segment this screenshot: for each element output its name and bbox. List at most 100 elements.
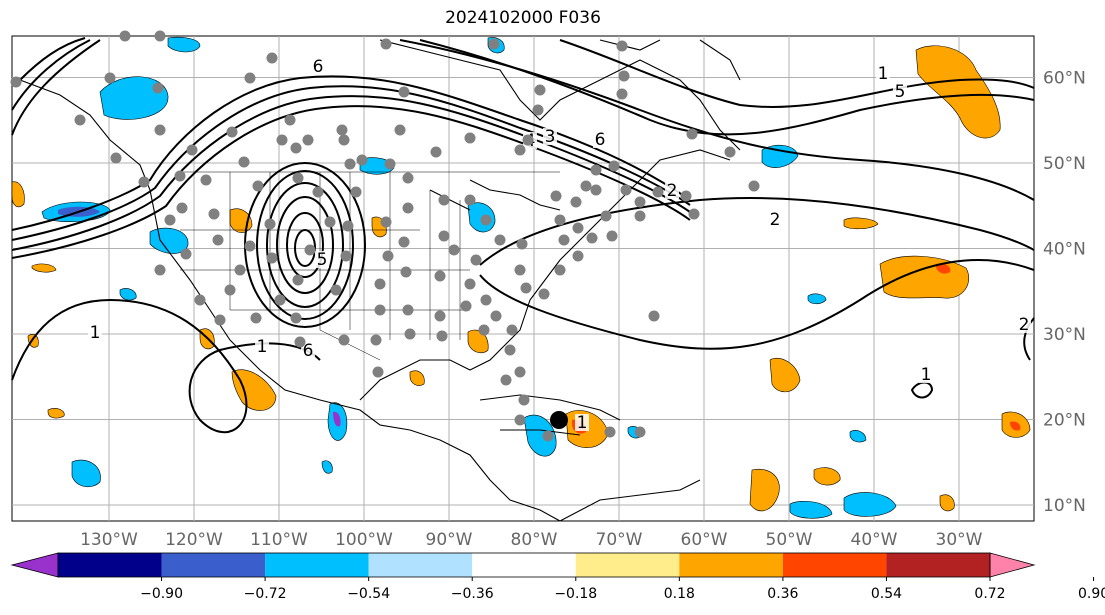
station-dot	[572, 222, 584, 234]
station-dot	[522, 134, 534, 146]
station-dot	[470, 254, 482, 266]
lat-tick-label: 20°N	[1043, 411, 1086, 431]
latitude-labels: 10°N 20°N 30°N 40°N 50°N 60°N	[1043, 69, 1086, 517]
anomaly-shading	[11, 36, 1031, 519]
lat-tick-label: 50°N	[1043, 154, 1086, 174]
station-dot	[620, 184, 632, 196]
station-dot	[572, 250, 584, 262]
station-dot	[338, 134, 350, 146]
station-dot	[312, 186, 324, 198]
station-dot	[724, 146, 736, 158]
station-dot	[138, 176, 150, 188]
station-dot	[194, 294, 206, 306]
station-dot	[274, 294, 286, 306]
station-dot	[534, 84, 546, 96]
colorbar-tick-label: −0.36	[451, 586, 494, 602]
station-dot	[252, 180, 264, 192]
station-dot	[104, 72, 116, 84]
station-dot	[374, 278, 386, 290]
colorbar-segment	[782, 553, 887, 577]
station-dot	[398, 236, 410, 248]
station-dot	[212, 234, 224, 246]
station-dots	[10, 30, 760, 442]
contour-label: 6	[303, 341, 314, 361]
station-dot	[438, 230, 450, 242]
colorbar-tick-label: 0.36	[767, 586, 798, 602]
station-dot	[616, 88, 628, 100]
station-dot	[226, 126, 238, 138]
station-dot	[380, 216, 392, 228]
colorbar-segment	[265, 553, 369, 577]
lat-tick-label: 40°N	[1043, 240, 1086, 260]
station-dot	[600, 210, 612, 222]
colorbar-tick-label: 0.54	[871, 586, 902, 602]
station-dot	[490, 310, 502, 322]
station-dot	[382, 250, 394, 262]
station-dot	[264, 218, 276, 230]
map-frame	[11, 35, 1035, 522]
station-dot	[380, 38, 392, 50]
colorbar-segment	[679, 553, 783, 577]
station-dot	[250, 312, 262, 324]
station-dot	[634, 426, 646, 438]
station-dot	[520, 282, 532, 294]
station-dot	[550, 190, 562, 202]
station-dot	[394, 124, 406, 136]
colorbar-segment	[58, 553, 162, 577]
station-dot	[336, 124, 348, 136]
station-dot	[154, 264, 166, 276]
colorbar-segment	[368, 553, 473, 577]
lon-tick-label: 80°W	[511, 530, 558, 550]
station-dot	[74, 114, 86, 126]
station-dot	[176, 202, 188, 214]
station-dot	[164, 214, 176, 226]
longitude-labels: 130°W 120°W 110°W 100°W 90°W 80°W 70°W 60°W 50°W…	[80, 530, 983, 550]
station-dot	[554, 214, 566, 226]
station-dot	[119, 30, 131, 42]
station-dot	[342, 220, 354, 232]
station-dot	[238, 156, 250, 168]
station-dot	[500, 374, 512, 386]
station-dot	[110, 152, 122, 164]
station-dot	[514, 264, 526, 276]
station-dot	[290, 142, 302, 154]
colorbar-segment	[575, 553, 680, 577]
station-dot	[652, 186, 664, 198]
station-dot	[244, 72, 256, 84]
station-dot	[400, 266, 412, 278]
colorbar-segment	[161, 553, 266, 577]
station-dot	[480, 214, 492, 226]
station-dot	[350, 186, 362, 198]
station-dot	[616, 40, 628, 52]
station-dot	[570, 196, 582, 208]
station-dot	[504, 344, 516, 356]
height-contours	[11, 37, 1035, 434]
station-dot	[438, 194, 450, 206]
station-dot	[434, 310, 446, 322]
station-dot	[586, 232, 598, 244]
coastlines	[19, 39, 741, 522]
station-dot	[558, 234, 570, 246]
lon-tick-label: 40°W	[851, 530, 898, 550]
station-dot	[464, 194, 476, 206]
station-dot	[514, 414, 526, 426]
station-dot	[302, 134, 314, 146]
lon-tick-label: 60°W	[681, 530, 728, 550]
station-dot	[648, 310, 660, 322]
station-dot	[174, 170, 186, 182]
station-dot	[370, 334, 382, 346]
station-dot	[404, 328, 416, 340]
station-dot	[180, 248, 192, 260]
station-dot	[634, 210, 646, 222]
station-dot	[436, 330, 448, 342]
station-dot	[542, 430, 554, 442]
lon-tick-label: 50°W	[766, 530, 813, 550]
station-dot	[554, 264, 566, 276]
contour-label: 1	[878, 64, 889, 84]
station-dot	[686, 128, 698, 140]
station-dot	[464, 132, 476, 144]
station-dot	[464, 278, 476, 290]
station-dot	[402, 304, 414, 316]
storm-center-marker	[550, 411, 568, 429]
